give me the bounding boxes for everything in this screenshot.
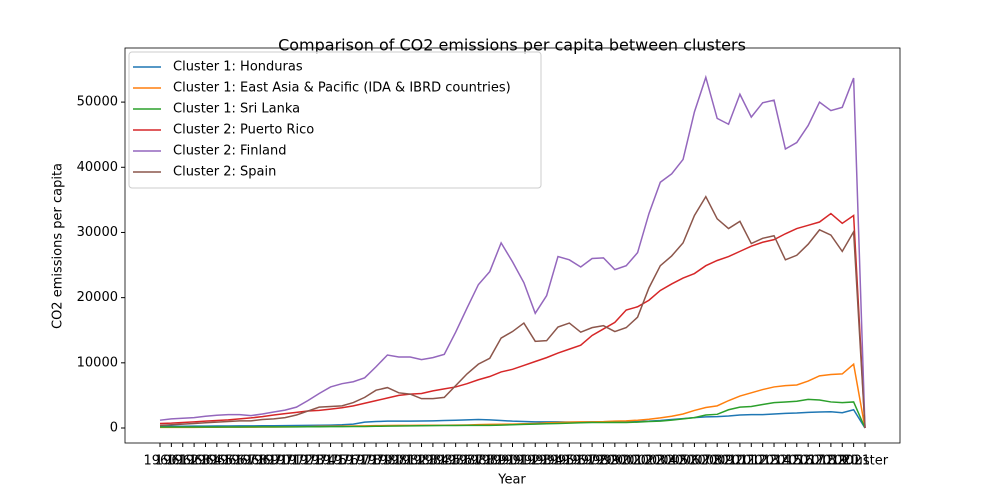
x-tick-label: 1989 bbox=[473, 454, 506, 469]
x-tick-label: 2011 bbox=[723, 454, 756, 469]
legend-label: Cluster 1: Sri Lanka bbox=[173, 102, 300, 117]
x-tick-label: 1998 bbox=[576, 454, 609, 469]
x-tick-label: 2019 bbox=[814, 454, 847, 469]
x-tick-label: 2018 bbox=[803, 454, 836, 469]
x-tick-label: 1974 bbox=[303, 454, 336, 469]
x-tick-label: 1982 bbox=[394, 454, 427, 469]
x-tick-label: 1976 bbox=[325, 454, 358, 469]
x-tick-label: 1980 bbox=[371, 454, 404, 469]
x-tick-label: 2000 bbox=[598, 454, 631, 469]
x-tick-label: 2012 bbox=[735, 454, 768, 469]
x-tick-label: 1978 bbox=[348, 454, 381, 469]
x-tick-label: 1977 bbox=[337, 454, 370, 469]
legend-label: Cluster 1: East Asia & Pacific (IDA & IB… bbox=[173, 81, 511, 96]
line-series bbox=[159, 195, 866, 429]
x-tick-label: 2015 bbox=[769, 454, 802, 469]
x-tick-label: 1983 bbox=[405, 454, 438, 469]
x-tick-label: 2001 bbox=[610, 454, 643, 469]
y-tick-label: 0 bbox=[110, 421, 118, 436]
x-tick-label: 1969 bbox=[246, 454, 279, 469]
x-tick-label: 1984 bbox=[416, 454, 449, 469]
x-tick-label: 2005 bbox=[655, 454, 688, 469]
y-tick-label: 10000 bbox=[77, 355, 118, 370]
x-tick-label: 1997 bbox=[564, 454, 597, 469]
x-tick-label: 1993 bbox=[519, 454, 552, 469]
line-series bbox=[159, 212, 866, 429]
x-tick-label: 2010 bbox=[712, 454, 745, 469]
x-tick-label: 1973 bbox=[291, 454, 324, 469]
x-tick-label: 1979 bbox=[360, 454, 393, 469]
legend-label: Cluster 2: Spain bbox=[173, 165, 276, 180]
x-tick-label: 1965 bbox=[200, 454, 233, 469]
x-tick-label: 2021 bbox=[837, 454, 870, 469]
x-tick-label: 1996 bbox=[553, 454, 586, 469]
x-tick-label: 2003 bbox=[632, 454, 665, 469]
x-tick-label: 1971 bbox=[269, 454, 302, 469]
x-tick-label: 2009 bbox=[701, 454, 734, 469]
x-tick-label: 1987 bbox=[450, 454, 483, 469]
x-tick-label: 1972 bbox=[280, 454, 313, 469]
x-tick-label: 1975 bbox=[314, 454, 347, 469]
x-tick-label: 1963 bbox=[178, 454, 211, 469]
y-tick-label: 40000 bbox=[77, 160, 118, 175]
x-tick-label: 2006 bbox=[667, 454, 700, 469]
x-tick-label: 1960 bbox=[143, 454, 176, 469]
x-tick-label: 1991 bbox=[496, 454, 529, 469]
line-series bbox=[160, 362, 866, 429]
legend-label: Cluster 2: Finland bbox=[173, 144, 287, 159]
x-tick-label: 2016 bbox=[780, 454, 813, 469]
x-tick-label: 1968 bbox=[234, 454, 267, 469]
x-tick-label: 1995 bbox=[541, 454, 574, 469]
x-tick-label: 2013 bbox=[746, 454, 779, 469]
line-series bbox=[159, 74, 866, 429]
x-tick-label: 2002 bbox=[621, 454, 654, 469]
x-tick-label: 1988 bbox=[462, 454, 495, 469]
x-tick-label: 2014 bbox=[757, 454, 790, 469]
line-series bbox=[159, 408, 866, 429]
plot-frame bbox=[124, 47, 901, 444]
x-tick-label: 1990 bbox=[485, 454, 518, 469]
y-tick-label: 50000 bbox=[77, 95, 118, 110]
x-tick-label: 1962 bbox=[166, 454, 199, 469]
x-tick-label: 1970 bbox=[257, 454, 290, 469]
y-axis-label: CO2 emissions per capita bbox=[51, 163, 66, 329]
x-tick-label: 2007 bbox=[678, 454, 711, 469]
chart-title: Comparison of CO2 emissions per capita b… bbox=[278, 36, 746, 55]
x-tick-label: 1985 bbox=[428, 454, 461, 469]
x-tick-label: 1999 bbox=[587, 454, 620, 469]
x-tick-label: 1961 bbox=[155, 454, 188, 469]
y-tick-label: 20000 bbox=[77, 290, 118, 305]
x-tick-label: Cluster bbox=[842, 454, 889, 469]
legend-label: Cluster 2: Puerto Rico bbox=[173, 123, 314, 138]
x-tick-label: 2020 bbox=[826, 454, 859, 469]
x-axis-label: Year bbox=[497, 473, 526, 488]
x-tick-label: 2004 bbox=[644, 454, 677, 469]
x-tick-label: 1964 bbox=[189, 454, 222, 469]
x-tick-label: 1986 bbox=[439, 454, 472, 469]
x-tick-label: 1981 bbox=[382, 454, 415, 469]
x-tick-label: 1992 bbox=[507, 454, 540, 469]
x-tick-label: 2017 bbox=[792, 454, 825, 469]
legend-label: Cluster 1: Honduras bbox=[173, 60, 303, 75]
y-tick-label: 30000 bbox=[77, 225, 118, 240]
line-series bbox=[160, 398, 866, 429]
legend-box bbox=[128, 51, 542, 189]
x-tick-label: 1966 bbox=[212, 454, 245, 469]
x-tick-label: 2008 bbox=[689, 454, 722, 469]
x-tick-label: 1967 bbox=[223, 454, 256, 469]
x-tick-label: 1994 bbox=[530, 454, 563, 469]
